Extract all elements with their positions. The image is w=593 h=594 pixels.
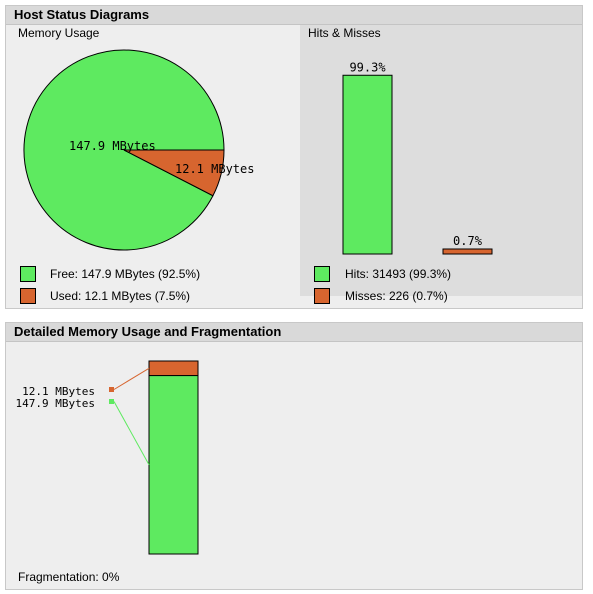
legend-misses-swatch [314, 288, 330, 304]
bar-misses-label: 0.7% [453, 234, 483, 248]
pie-label-free: 147.9 MBytes [69, 139, 156, 153]
hits-misses-area: Hits & Misses 99.3% 0.7% Hits: 31493 (99… [300, 25, 582, 304]
connector-free [113, 401, 150, 466]
pie-label-used: 12.1 MBytes [175, 162, 254, 176]
connector-used [113, 367, 150, 390]
detail-label-free: 147.9 MBytes [16, 397, 95, 410]
bar-misses [442, 248, 493, 255]
hits-misses-chart: 99.3% 0.7% [342, 60, 493, 255]
detail-title: Detailed Memory Usage and Fragmentation [6, 323, 582, 342]
detail-panel: Detailed Memory Usage and Fragmentation … [5, 322, 583, 590]
legend-hits-label: Hits: 31493 (99.3%) [345, 267, 452, 281]
legend-used-label: Used: 12.1 MBytes (7.5%) [50, 289, 191, 303]
legend-free-swatch [20, 266, 36, 282]
host-status-panel: Host Status Diagrams Memory Usage 147.9 … [5, 5, 583, 309]
memory-pie-chart: 147.9 MBytes 12.1 MBytes [23, 49, 254, 251]
legend-used-swatch [20, 288, 36, 304]
legend-hits-swatch [314, 266, 330, 282]
stack-segment-free [148, 375, 199, 555]
memory-detail-chart: 12.1 MBytes 147.9 MBytes [16, 360, 199, 555]
marker-used [109, 387, 114, 392]
host-status-title: Host Status Diagrams [6, 6, 582, 25]
hits-misses-title: Hits & Misses [308, 26, 381, 40]
bar-hits-label: 99.3% [349, 60, 386, 74]
detail-label-used: 12.1 MBytes [22, 385, 95, 398]
bar-hits [342, 74, 393, 255]
legend-free-label: Free: 147.9 MBytes (92.5%) [50, 267, 201, 281]
stack-segment-used [148, 360, 199, 377]
pie-slice-used [123, 149, 225, 197]
memory-usage-title: Memory Usage [18, 26, 100, 40]
fragmentation-text: Fragmentation: 0% [18, 570, 120, 584]
marker-free [109, 399, 114, 404]
legend-misses-label: Misses: 226 (0.7%) [345, 289, 448, 303]
